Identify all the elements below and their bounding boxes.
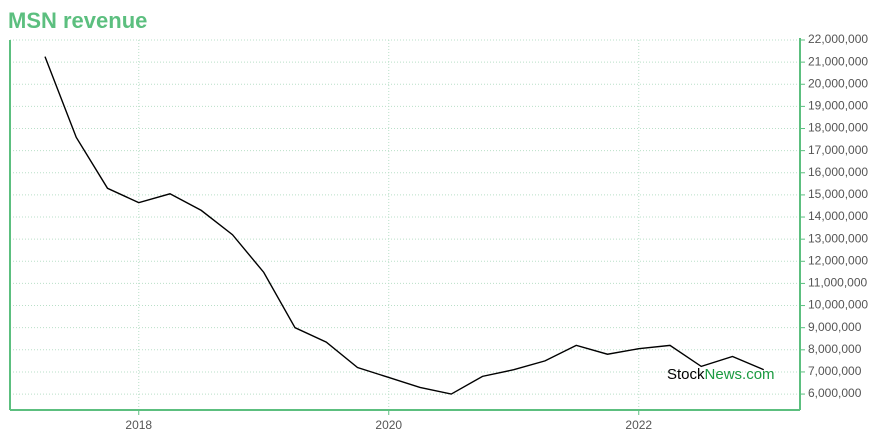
y-tick-label: 21,000,000 [808, 54, 868, 68]
data-line [44, 56, 765, 395]
y-tick-label: 12,000,000 [808, 253, 868, 267]
y-tick-label: 13,000,000 [808, 231, 868, 245]
watermark-part: Stock [667, 366, 705, 383]
y-tick-label: 6,000,000 [808, 386, 862, 400]
x-tick-label: 2020 [375, 418, 402, 432]
y-tick-label: 10,000,000 [808, 298, 868, 312]
y-tick-label: 19,000,000 [808, 99, 868, 113]
y-tick-label: 11,000,000 [808, 276, 867, 290]
y-tick-label: 20,000,000 [808, 76, 868, 90]
y-tick-label: 8,000,000 [808, 342, 862, 356]
y-tick-label: 18,000,000 [808, 121, 868, 135]
watermark-part: News.com [705, 366, 775, 383]
y-tick-label: 9,000,000 [808, 320, 862, 334]
x-tick-label: 2018 [125, 418, 152, 432]
y-tick-label: 7,000,000 [808, 364, 862, 378]
y-tick-label: 16,000,000 [808, 165, 868, 179]
watermark: StockNews.com [667, 366, 775, 383]
y-tick-label: 22,000,000 [808, 32, 868, 46]
y-tick-label: 14,000,000 [808, 209, 868, 223]
y-tick-label: 17,000,000 [808, 143, 868, 157]
x-tick-label: 2022 [625, 418, 652, 432]
chart-title: MSN revenue [8, 8, 147, 33]
y-tick-label: 15,000,000 [808, 187, 868, 201]
